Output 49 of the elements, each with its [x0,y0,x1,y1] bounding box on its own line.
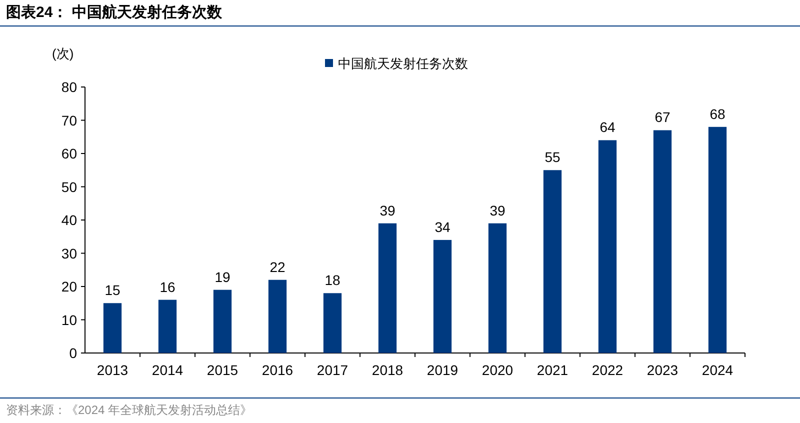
y-axis-title: (次) [52,46,74,61]
y-tick-label: 80 [61,79,78,95]
y-tick-label: 10 [61,312,78,328]
bar [488,223,507,353]
chart-title: 图表24： 中国航天发射任务次数 [6,3,223,21]
x-tick-label: 2022 [592,362,624,378]
x-tick-label: 2024 [702,362,734,378]
y-tick-label: 40 [61,212,78,228]
bar [213,290,232,353]
bar [708,126,727,353]
x-tick-label: 2020 [482,362,514,378]
data-label: 64 [600,119,616,136]
bar [323,293,342,353]
data-label: 39 [380,202,396,218]
data-label: 19 [214,268,230,285]
bar [543,170,562,353]
x-tick-label: 2015 [206,362,238,378]
data-label: 67 [654,109,670,126]
data-label: 22 [270,258,286,275]
data-label: 55 [544,149,560,166]
x-tick-label: 2017 [316,362,348,378]
bar [268,280,287,353]
x-tick-label: 2013 [96,362,128,378]
x-tick-label: 2019 [426,362,458,378]
bar [433,240,452,353]
y-tick-label: 70 [61,112,78,128]
legend-label: 中国航天发射任务次数 [338,56,468,71]
data-label: 34 [434,218,450,235]
data-label: 15 [104,282,120,298]
x-tick-label: 2023 [646,362,678,378]
x-tick-label: 2016 [262,362,294,378]
x-tick-label: 2021 [536,362,568,378]
bar [598,140,617,353]
bar [158,300,177,353]
bar [378,223,397,353]
x-tick-label: 2018 [372,362,404,378]
bar [653,130,672,353]
y-tick-label: 0 [69,345,78,361]
x-tick-label: 2014 [152,362,184,378]
data-label: 16 [160,278,176,295]
y-tick-label: 50 [61,178,78,195]
data-label: 39 [490,202,506,218]
data-label: 68 [710,106,726,122]
y-tick-label: 20 [61,278,78,294]
data-label: 18 [324,272,340,288]
bar [103,303,122,353]
y-tick-label: 60 [61,146,78,162]
y-tick-label: 30 [61,245,78,262]
text: 资料来源：《2024 年全球航天发射活动总结》 [6,403,252,417]
